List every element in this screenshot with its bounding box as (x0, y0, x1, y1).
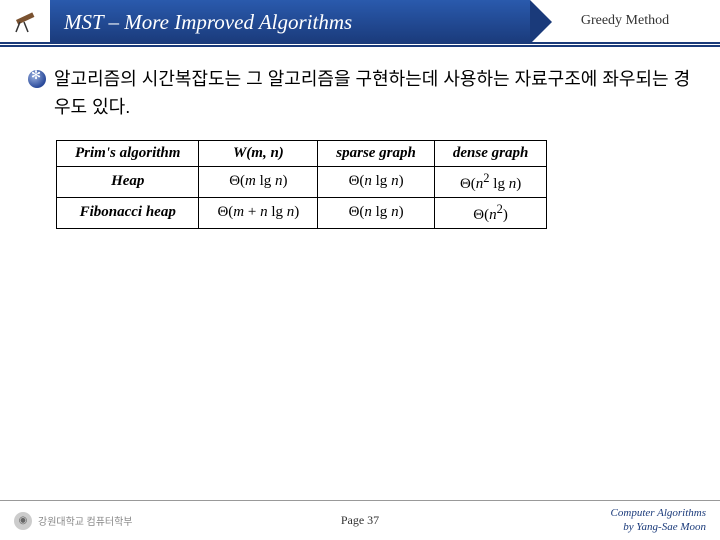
body-paragraph: 알고리즘의 시간복잡도는 그 알고리즘을 구현하는데 사용하는 자료구조에 좌우… (54, 66, 692, 122)
telescope-icon (9, 5, 41, 37)
table-row: Heap Θ(m lg n) Θ(n lg n) Θ(n2 lg n) (57, 166, 547, 197)
page-number: Page 37 (341, 513, 379, 528)
col-header: W(m, n) (199, 140, 318, 166)
source-line1: Computer Algorithms (611, 507, 706, 520)
footer-source: Computer Algorithms by Yang-Sae Moon (611, 507, 706, 533)
col-header: Prim's algorithm (57, 140, 199, 166)
cell-dense: Θ(n2) (434, 197, 546, 228)
row-label: Heap (57, 166, 199, 197)
slide-header: MST – More Improved Algorithms Greedy Me… (0, 0, 720, 44)
col-header: dense graph (434, 140, 546, 166)
slide-footer: ◉ 강원대학교 컴퓨터학부 Page 37 Computer Algorithm… (0, 500, 720, 540)
cell-wmn: Θ(m + n lg n) (199, 197, 318, 228)
header-divider (0, 45, 720, 47)
row-label: Fibonacci heap (57, 197, 199, 228)
cell-sparse: Θ(n lg n) (318, 166, 435, 197)
slide-content: 알고리즘의 시간복잡도는 그 알고리즘을 구현하는데 사용하는 자료구조에 좌우… (0, 44, 720, 229)
complexity-table: Prim's algorithm W(m, n) sparse graph de… (56, 140, 547, 229)
table-header-row: Prim's algorithm W(m, n) sparse graph de… (57, 140, 547, 166)
header-subtitle: Greedy Method (530, 0, 720, 44)
institution-text: 강원대학교 컴퓨터학부 (38, 513, 133, 528)
bullet-icon (28, 70, 46, 88)
university-logo-icon: ◉ (14, 512, 32, 530)
cell-sparse: Θ(n lg n) (318, 197, 435, 228)
source-line2: by Yang-Sae Moon (611, 521, 706, 534)
cell-dense: Θ(n2 lg n) (434, 166, 546, 197)
col-header: sparse graph (318, 140, 435, 166)
footer-institution: ◉ 강원대학교 컴퓨터학부 (14, 512, 133, 530)
bullet-row: 알고리즘의 시간복잡도는 그 알고리즘을 구현하는데 사용하는 자료구조에 좌우… (28, 66, 692, 122)
header-icon-wrap (0, 0, 50, 44)
table-row: Fibonacci heap Θ(m + n lg n) Θ(n lg n) Θ… (57, 197, 547, 228)
header-title-bar: MST – More Improved Algorithms (50, 0, 530, 44)
slide-title: MST – More Improved Algorithms (64, 10, 352, 35)
cell-wmn: Θ(m lg n) (199, 166, 318, 197)
